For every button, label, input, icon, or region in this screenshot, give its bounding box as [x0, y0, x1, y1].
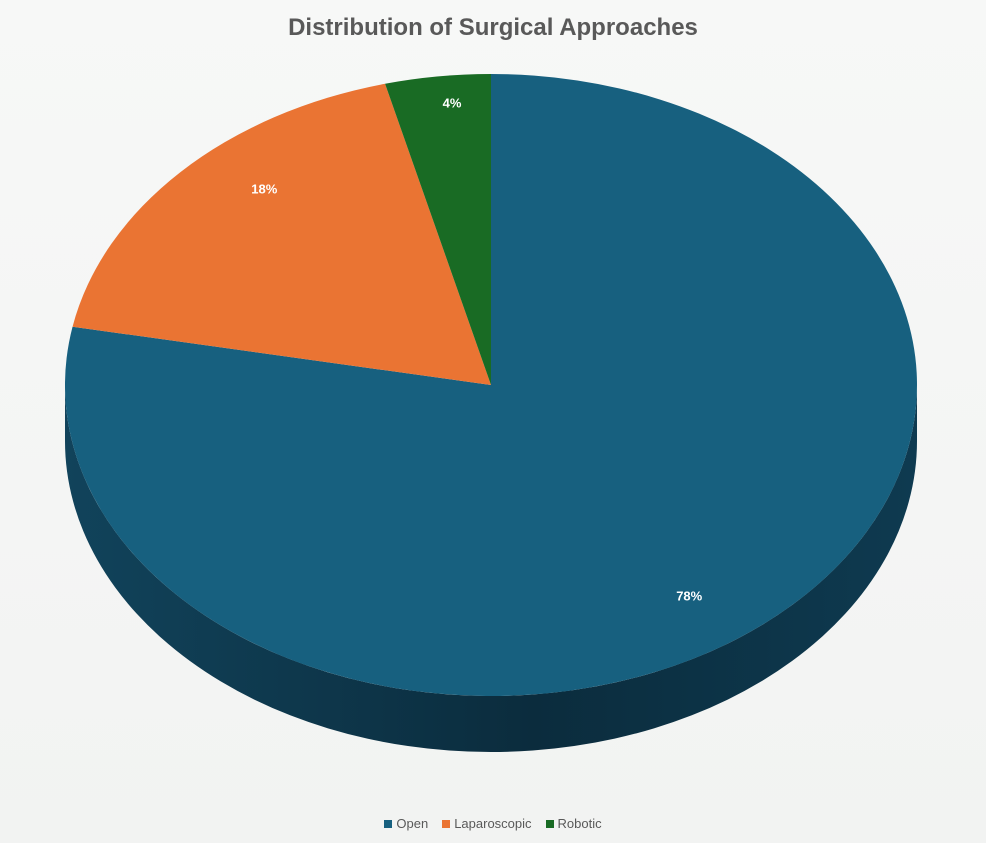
legend-swatch-robotic: [545, 819, 554, 828]
legend-swatch-open: [384, 819, 393, 828]
data-label-robotic: 4%: [443, 95, 462, 110]
chart-title: Distribution of Surgical Approaches: [288, 14, 698, 41]
data-label-open: 78%: [676, 589, 702, 604]
pie-slice-laparoscopic[interactable]: [72, 83, 492, 386]
legend-item-open[interactable]: Open: [384, 816, 428, 831]
legend-swatch-laparoscopic: [442, 819, 451, 828]
chart-legend: Open Laparoscopic Robotic: [0, 816, 986, 831]
legend-label-robotic: Robotic: [557, 816, 602, 831]
legend-label-open: Open: [396, 816, 429, 831]
data-label-laparoscopic: 18%: [251, 181, 277, 196]
pie-side-wall: [65, 385, 917, 752]
legend-item-robotic[interactable]: Robotic: [545, 816, 602, 831]
legend-label-laparoscopic: Laparoscopic: [454, 816, 532, 831]
legend-item-laparoscopic[interactable]: Laparoscopic: [442, 816, 532, 831]
pie-slice-robotic[interactable]: [385, 74, 491, 385]
pie-slice-open[interactable]: [64, 74, 918, 697]
